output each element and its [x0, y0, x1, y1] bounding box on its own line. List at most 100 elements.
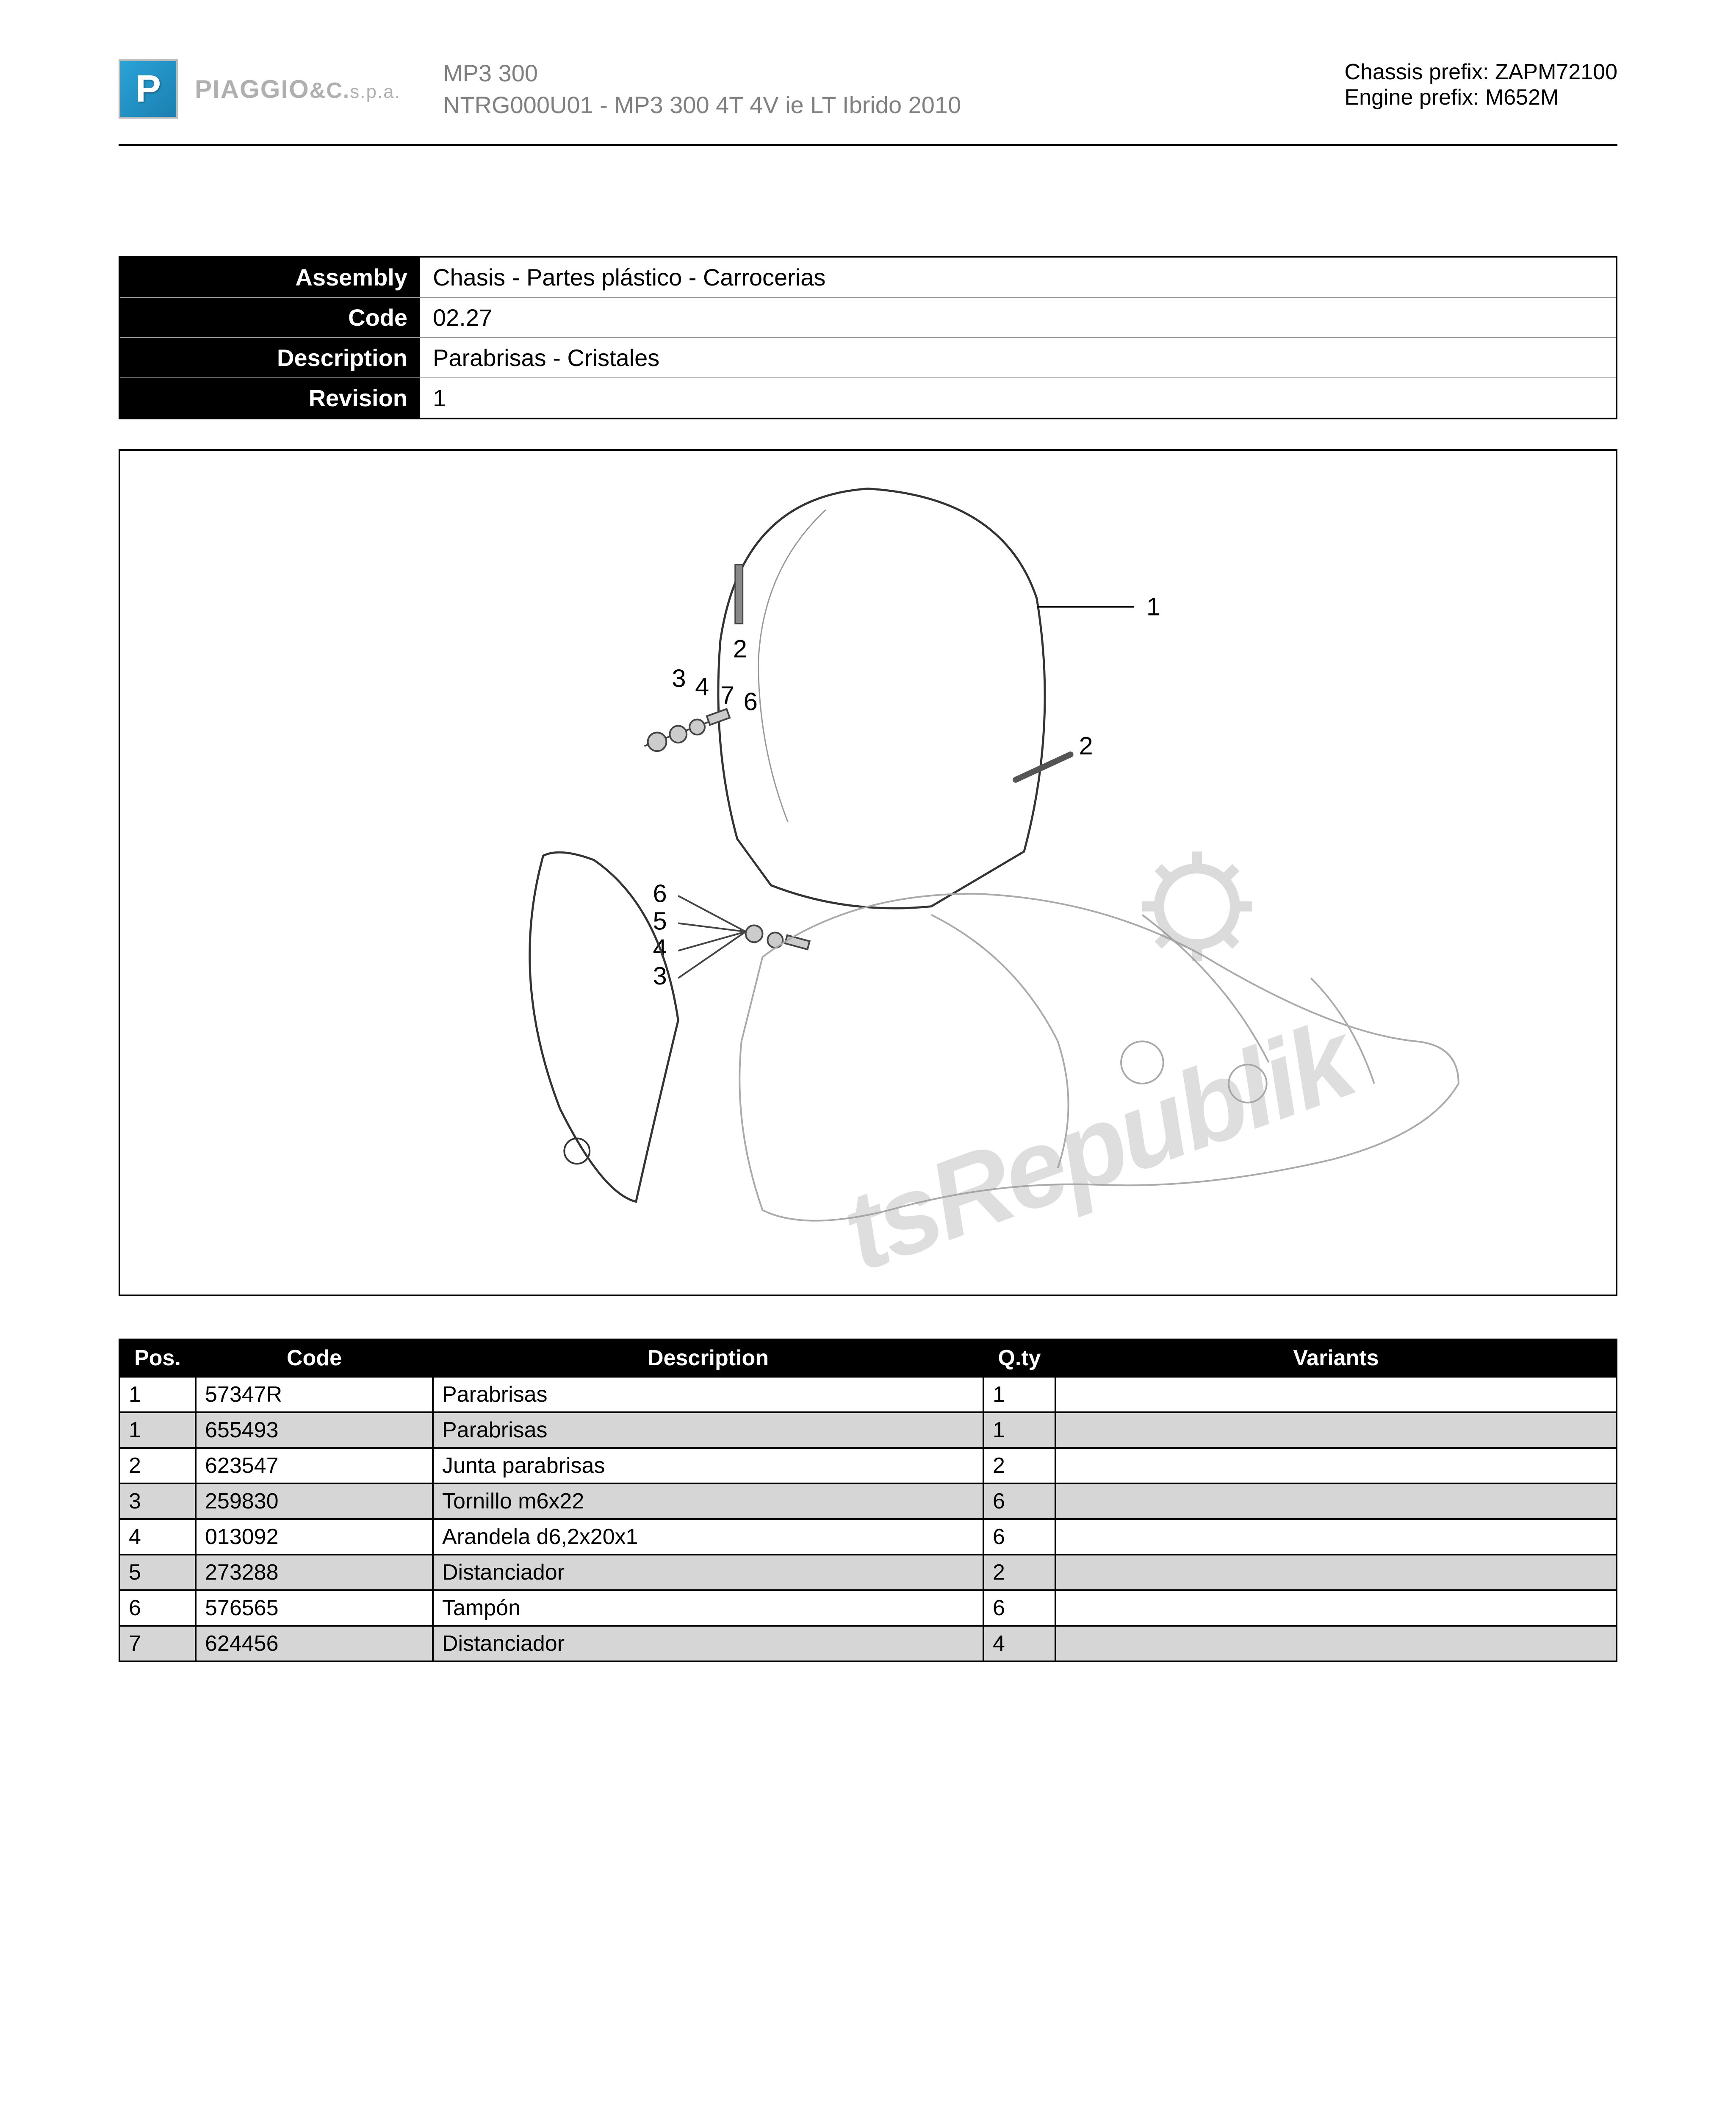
header: P PIAGGIO&C.s.p.a. MP3 300 NTRG000U01 - …: [119, 59, 1617, 146]
cell-qty: 2: [983, 1555, 1055, 1590]
gasket-icon: [1016, 754, 1070, 780]
parts-tbody: 157347RParabrisas11655493Parabrisas12623…: [119, 1377, 1617, 1661]
windscreen-outline-icon: [718, 489, 1045, 908]
brand-spa: s.p.a.: [350, 81, 401, 102]
cell-qty: 6: [983, 1590, 1055, 1626]
cell-desc: Distanciador: [433, 1555, 983, 1590]
code-label: Code: [119, 297, 420, 338]
cell-code: 655493: [196, 1412, 433, 1448]
col-code-header: Code: [196, 1339, 433, 1377]
cell-var: [1055, 1412, 1617, 1448]
table-row: 157347RParabrisas1: [119, 1377, 1617, 1412]
cell-desc: Parabrisas: [433, 1412, 983, 1448]
header-left: P PIAGGIO&C.s.p.a. MP3 300 NTRG000U01 - …: [119, 59, 961, 119]
cell-desc: Arandela d6,2x20x1: [433, 1519, 983, 1555]
cell-pos: 4: [119, 1519, 196, 1555]
col-desc-header: Description: [433, 1339, 983, 1377]
table-row: 6576565Tampón6: [119, 1590, 1617, 1626]
page-content: P PIAGGIO&C.s.p.a. MP3 300 NTRG000U01 - …: [119, 59, 1617, 2118]
cell-pos: 5: [119, 1555, 196, 1590]
table-row: 5273288Distanciador2: [119, 1555, 1617, 1590]
cell-code: 013092: [196, 1519, 433, 1555]
brand-name: PIAGGIO&C.s.p.a.: [195, 75, 401, 103]
callout-2a: 2: [733, 635, 747, 663]
cell-desc: Parabrisas: [433, 1377, 983, 1412]
assembly-info-table: Assembly Chasis - Partes plástico - Carr…: [119, 256, 1617, 419]
windscreen-inner-line: [759, 510, 826, 822]
engine-prefix: Engine prefix: M652M: [1345, 85, 1618, 110]
brand-block: PIAGGIO&C.s.p.a.: [195, 75, 401, 104]
cell-var: [1055, 1448, 1617, 1483]
description-label: Description: [119, 338, 420, 378]
cell-code: 57347R: [196, 1377, 433, 1412]
table-row: 2623547Junta parabrisas2: [119, 1448, 1617, 1483]
cell-pos: 3: [119, 1483, 196, 1519]
gear-watermark-icon: [1142, 851, 1252, 961]
cell-desc: Distanciador: [433, 1626, 983, 1661]
callout-6b: 6: [653, 879, 667, 908]
table-row: 1655493Parabrisas1: [119, 1412, 1617, 1448]
cell-var: [1055, 1555, 1617, 1590]
code-value: 02.27: [420, 297, 1617, 338]
col-qty-header: Q.ty: [983, 1339, 1055, 1377]
cell-pos: 7: [119, 1626, 196, 1661]
callout-4: 4: [695, 673, 709, 701]
cell-code: 624456: [196, 1626, 433, 1661]
chassis-value: ZAPM72100: [1495, 60, 1617, 84]
assembly-row: Assembly Chasis - Partes plástico - Carr…: [119, 257, 1617, 297]
description-row: Description Parabrisas - Cristales: [119, 338, 1617, 378]
cell-desc: Junta parabrisas: [433, 1448, 983, 1483]
fastener-lower-icon: [678, 896, 809, 978]
cell-var: [1055, 1377, 1617, 1412]
description-value: Parabrisas - Cristales: [420, 338, 1617, 378]
callout-2b: 2: [1079, 732, 1093, 760]
revision-value: 1: [420, 378, 1617, 419]
diagram-svg: 1 2 3 4 7 6 2 6 5 4 3: [120, 451, 1616, 1295]
cell-pos: 1: [119, 1377, 196, 1412]
assembly-value: Chasis - Partes plástico - Carrocerias: [420, 257, 1617, 297]
callout-3: 3: [672, 664, 686, 693]
table-row: 4013092Arandela d6,2x20x16: [119, 1519, 1617, 1555]
cell-pos: 6: [119, 1590, 196, 1626]
callout-3b: 3: [653, 962, 667, 990]
engine-value: M652M: [1485, 85, 1559, 110]
callout-7: 7: [720, 681, 734, 710]
cell-code: 273288: [196, 1555, 433, 1590]
cell-var: [1055, 1590, 1617, 1626]
chassis-prefix: Chassis prefix: ZAPM72100: [1345, 59, 1618, 85]
screw-icon: [735, 565, 743, 624]
model-name: MP3 300: [443, 59, 961, 87]
callout-1: 1: [1146, 592, 1160, 621]
cell-pos: 1: [119, 1412, 196, 1448]
cell-var: [1055, 1483, 1617, 1519]
code-row: Code 02.27: [119, 297, 1617, 338]
col-variants-header: Variants: [1055, 1339, 1617, 1377]
cell-pos: 2: [119, 1448, 196, 1483]
cell-desc: Tornillo m6x22: [433, 1483, 983, 1519]
revision-row: Revision 1: [119, 378, 1617, 419]
table-row: 3259830Tornillo m6x226: [119, 1483, 1617, 1519]
fastener-upper-icon: [645, 709, 730, 751]
cell-code: 259830: [196, 1483, 433, 1519]
callout-6: 6: [744, 688, 758, 716]
cell-qty: 6: [983, 1519, 1055, 1555]
cell-qty: 2: [983, 1448, 1055, 1483]
front-frame-ghost-icon: [739, 894, 1459, 1221]
cell-code: 576565: [196, 1590, 433, 1626]
cell-desc: Tampón: [433, 1590, 983, 1626]
doc-title: MP3 300 NTRG000U01 - MP3 300 4T 4V ie LT…: [443, 59, 961, 119]
cell-qty: 1: [983, 1377, 1055, 1412]
chassis-label: Chassis prefix:: [1345, 60, 1489, 84]
cell-qty: 1: [983, 1412, 1055, 1448]
engine-label: Engine prefix:: [1345, 85, 1479, 110]
table-row: 7624456Distanciador4: [119, 1626, 1617, 1661]
doc-code: NTRG000U01 - MP3 300 4T 4V ie LT Ibrido …: [443, 91, 961, 119]
assembly-label: Assembly: [119, 257, 420, 297]
cell-var: [1055, 1519, 1617, 1555]
cell-code: 623547: [196, 1448, 433, 1483]
header-right: Chassis prefix: ZAPM72100 Engine prefix:…: [1345, 59, 1618, 110]
parts-header-row: Pos. Code Description Q.ty Variants: [119, 1339, 1617, 1377]
cell-qty: 6: [983, 1483, 1055, 1519]
cell-qty: 4: [983, 1626, 1055, 1661]
col-pos-header: Pos.: [119, 1339, 196, 1377]
